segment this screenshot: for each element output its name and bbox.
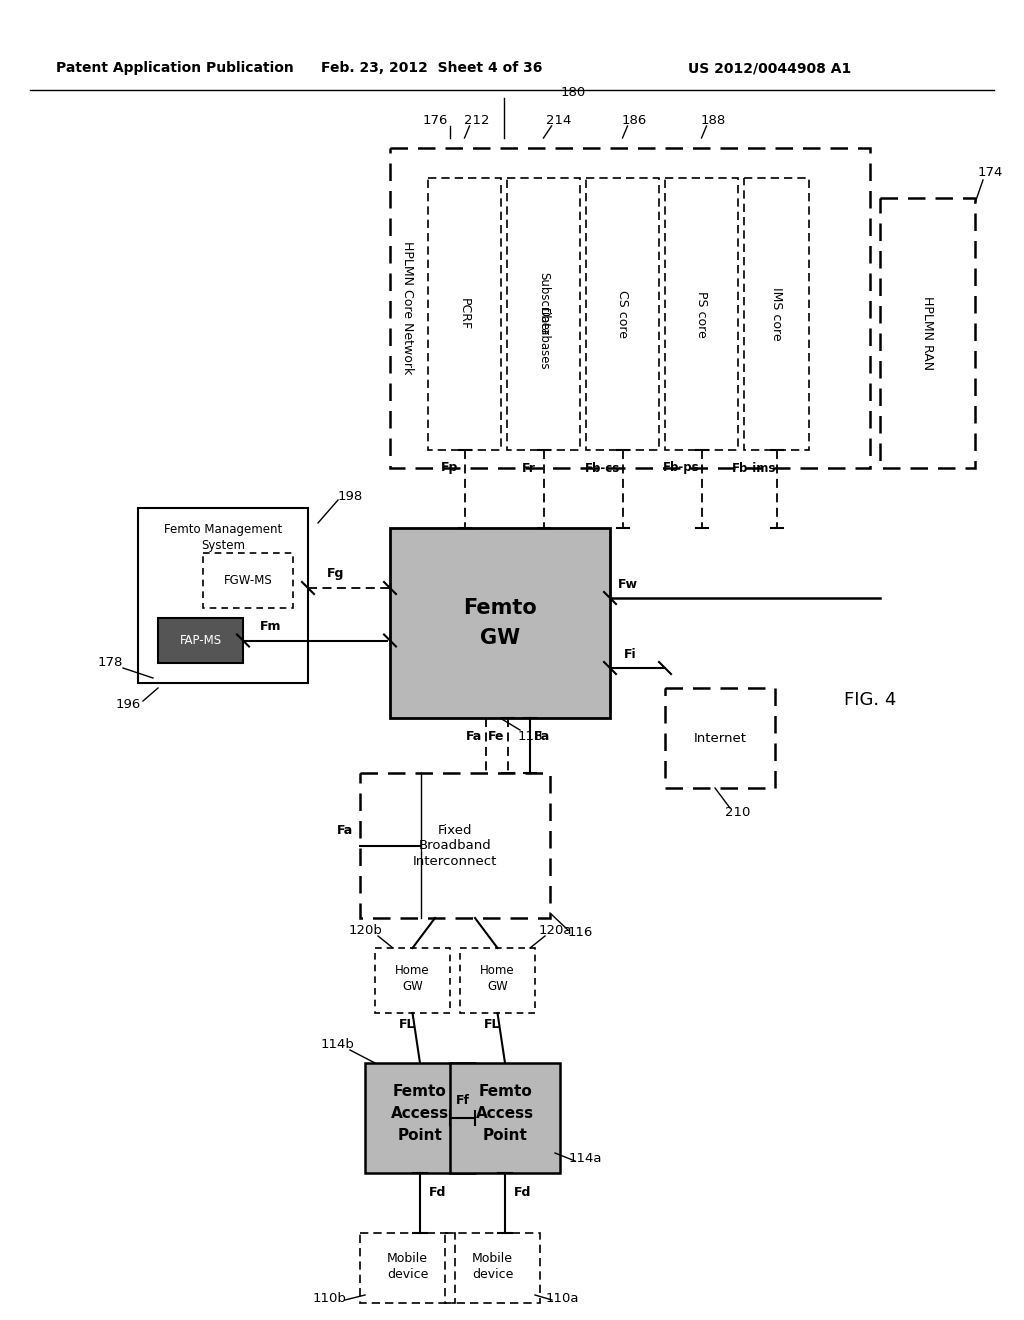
Text: Fa: Fa bbox=[534, 730, 550, 742]
Bar bbox=[507, 178, 580, 450]
Text: 116: 116 bbox=[567, 927, 593, 940]
Text: Femto: Femto bbox=[478, 1084, 531, 1098]
Text: 176: 176 bbox=[422, 114, 447, 127]
Text: Interconnect: Interconnect bbox=[413, 855, 498, 869]
Text: Fp: Fp bbox=[440, 462, 458, 474]
Bar bbox=[428, 178, 501, 450]
Bar bbox=[460, 948, 535, 1012]
Text: Databases: Databases bbox=[537, 308, 550, 371]
Text: PS core: PS core bbox=[695, 290, 708, 338]
Text: Fb-cs: Fb-cs bbox=[585, 462, 621, 474]
Text: 120a: 120a bbox=[539, 924, 571, 936]
Text: Fb-ims: Fb-ims bbox=[732, 462, 776, 474]
Text: Fe: Fe bbox=[487, 730, 504, 742]
Bar bbox=[138, 508, 308, 682]
Bar bbox=[360, 774, 550, 917]
Text: Internet: Internet bbox=[693, 731, 746, 744]
Text: Mobile: Mobile bbox=[387, 1251, 428, 1265]
Text: Femto: Femto bbox=[463, 598, 537, 618]
Text: Femto Management: Femto Management bbox=[164, 524, 283, 536]
Text: Point: Point bbox=[482, 1127, 527, 1143]
Text: Fd: Fd bbox=[514, 1187, 531, 1200]
Text: 186: 186 bbox=[622, 114, 647, 127]
Text: HPLMN Core Network: HPLMN Core Network bbox=[401, 242, 415, 375]
Text: Fa: Fa bbox=[466, 730, 482, 742]
Bar bbox=[203, 553, 293, 609]
Bar bbox=[665, 688, 775, 788]
Text: 110a: 110a bbox=[545, 1291, 579, 1304]
Text: 174: 174 bbox=[977, 166, 1002, 180]
Text: Subscriber: Subscriber bbox=[537, 272, 550, 335]
Text: Fm: Fm bbox=[260, 620, 282, 634]
Bar bbox=[365, 1063, 475, 1173]
Text: Fg: Fg bbox=[328, 568, 345, 581]
Bar bbox=[665, 178, 738, 450]
Bar bbox=[158, 618, 243, 663]
Text: Ff: Ff bbox=[456, 1093, 469, 1106]
Text: 180: 180 bbox=[561, 87, 586, 99]
Text: Feb. 23, 2012  Sheet 4 of 36: Feb. 23, 2012 Sheet 4 of 36 bbox=[322, 61, 543, 75]
Text: 178: 178 bbox=[97, 656, 123, 669]
Bar bbox=[450, 1063, 560, 1173]
Text: 196: 196 bbox=[116, 698, 140, 711]
Text: Broadband: Broadband bbox=[419, 840, 492, 851]
Text: Access: Access bbox=[391, 1106, 450, 1121]
Text: Home: Home bbox=[480, 964, 515, 977]
Bar bbox=[375, 948, 450, 1012]
Text: 110b: 110b bbox=[313, 1291, 347, 1304]
Text: FL: FL bbox=[399, 1019, 416, 1031]
Text: 214: 214 bbox=[546, 114, 571, 127]
Text: Fi: Fi bbox=[624, 648, 636, 660]
Text: GW: GW bbox=[402, 979, 423, 993]
Bar bbox=[744, 178, 809, 450]
Bar bbox=[445, 1233, 540, 1303]
Text: HPLMN RAN: HPLMN RAN bbox=[921, 296, 934, 370]
Text: FIG. 4: FIG. 4 bbox=[844, 690, 896, 709]
Text: FGW-MS: FGW-MS bbox=[223, 574, 272, 587]
Text: Fr: Fr bbox=[521, 462, 536, 474]
Text: IMS core: IMS core bbox=[770, 288, 783, 341]
Text: Fw: Fw bbox=[618, 578, 638, 590]
Text: Femto: Femto bbox=[393, 1084, 446, 1098]
Text: CS core: CS core bbox=[616, 290, 629, 338]
Bar bbox=[880, 198, 975, 469]
Text: Fb-ps: Fb-ps bbox=[664, 462, 699, 474]
Text: Fd: Fd bbox=[429, 1187, 446, 1200]
Text: device: device bbox=[472, 1269, 513, 1282]
Text: 210: 210 bbox=[725, 807, 751, 820]
Text: FAP-MS: FAP-MS bbox=[179, 634, 221, 647]
Text: 120b: 120b bbox=[348, 924, 382, 936]
Text: Fa: Fa bbox=[337, 824, 353, 837]
Text: 114b: 114b bbox=[321, 1039, 354, 1052]
Text: Fixed: Fixed bbox=[437, 824, 472, 837]
Text: Home: Home bbox=[395, 964, 430, 977]
Text: 188: 188 bbox=[700, 114, 726, 127]
Text: GW: GW bbox=[487, 979, 508, 993]
Text: System: System bbox=[201, 540, 245, 553]
Bar bbox=[390, 148, 870, 469]
Text: Mobile: Mobile bbox=[472, 1251, 513, 1265]
Bar bbox=[390, 528, 610, 718]
Text: Patent Application Publication: Patent Application Publication bbox=[56, 61, 294, 75]
Bar bbox=[360, 1233, 455, 1303]
Text: 198: 198 bbox=[337, 490, 362, 503]
Text: PCRF: PCRF bbox=[458, 298, 471, 330]
Text: FL: FL bbox=[484, 1019, 501, 1031]
Bar bbox=[586, 178, 659, 450]
Text: Access: Access bbox=[476, 1106, 535, 1121]
Text: US 2012/0044908 A1: US 2012/0044908 A1 bbox=[688, 61, 852, 75]
Text: Point: Point bbox=[397, 1127, 442, 1143]
Text: GW: GW bbox=[480, 628, 520, 648]
Text: 114a: 114a bbox=[568, 1151, 602, 1164]
Text: 212: 212 bbox=[464, 114, 489, 127]
Text: 118: 118 bbox=[517, 730, 543, 742]
Text: device: device bbox=[387, 1269, 428, 1282]
